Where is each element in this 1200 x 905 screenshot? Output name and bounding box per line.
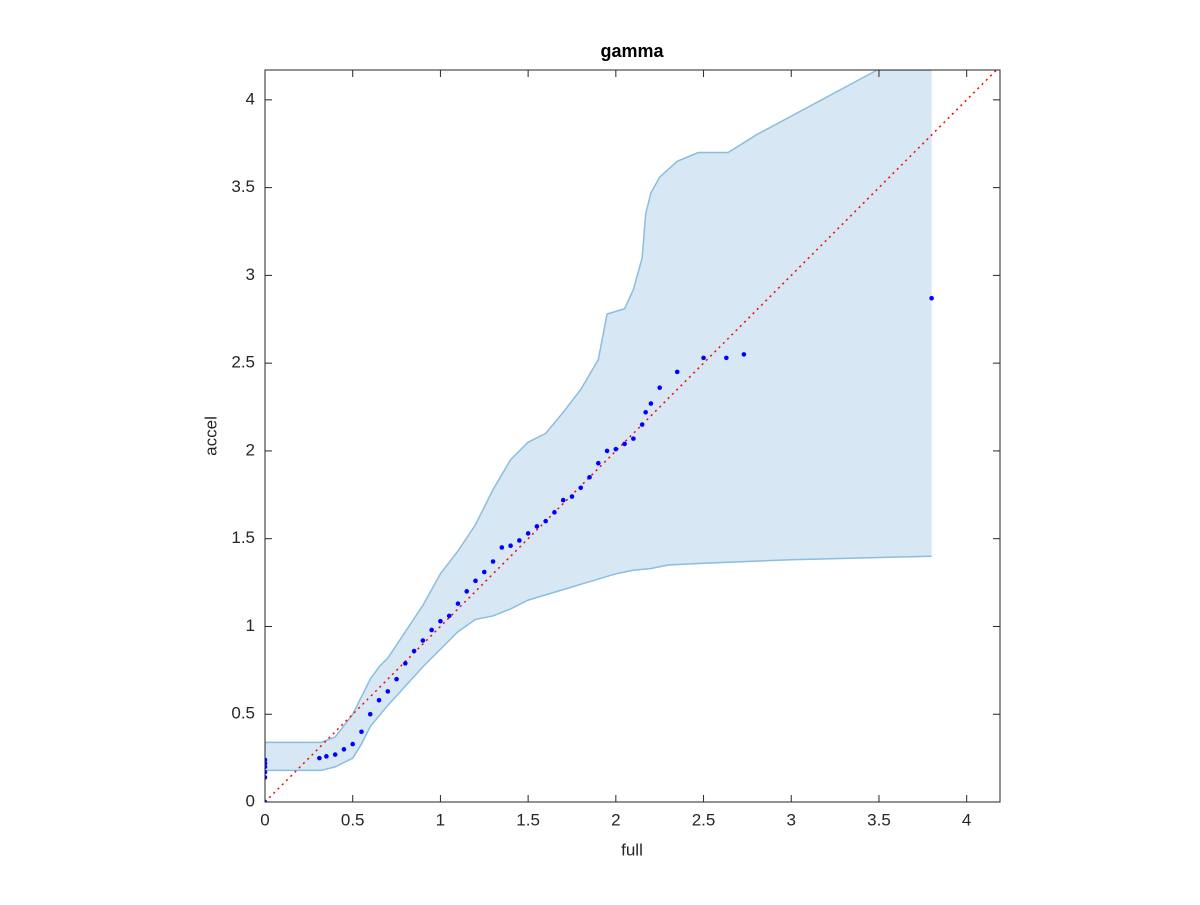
- y-tick-label: 2: [246, 440, 255, 459]
- point: [613, 446, 619, 452]
- y-axis-label: accel: [201, 416, 220, 456]
- x-tick-label: 4: [962, 810, 971, 829]
- point: [569, 494, 575, 499]
- confidence-band: [265, 70, 932, 771]
- y-tick-label: 3: [246, 265, 255, 284]
- point: [332, 752, 338, 757]
- y-tick-label: 1.5: [231, 528, 255, 547]
- point: [595, 460, 601, 466]
- y-tick-label: 0.5: [231, 704, 255, 723]
- point: [411, 648, 417, 654]
- point: [265, 799, 268, 802]
- point: [741, 352, 747, 357]
- band-edge: [265, 70, 932, 744]
- point: [265, 764, 268, 770]
- point: [604, 448, 610, 454]
- point: [643, 410, 648, 415]
- point: [464, 589, 470, 594]
- point: [446, 613, 452, 619]
- point: [543, 518, 548, 524]
- point: [648, 401, 654, 406]
- point: [394, 676, 399, 682]
- point: [385, 689, 391, 694]
- point: [490, 559, 496, 564]
- point: [265, 757, 268, 763]
- point: [350, 741, 356, 747]
- y-tick-label: 1: [246, 616, 255, 635]
- y-tick-label: 2.5: [231, 353, 255, 372]
- point: [265, 775, 268, 780]
- x-tick-label: 1: [436, 810, 445, 829]
- point: [508, 543, 513, 549]
- x-tick-label: 2.5: [692, 810, 716, 829]
- point: [473, 578, 478, 584]
- point: [701, 355, 706, 361]
- point: [622, 441, 627, 447]
- point: [265, 761, 268, 766]
- point: [499, 545, 505, 550]
- x-tick-label: 3: [787, 810, 796, 829]
- x-tick-label: 1.5: [516, 810, 540, 829]
- point: [578, 485, 584, 491]
- point: [455, 601, 461, 606]
- point: [367, 711, 373, 717]
- point: [376, 697, 382, 703]
- point: [929, 295, 934, 301]
- y-tick-label: 3.5: [231, 177, 255, 196]
- point: [420, 638, 426, 643]
- y-tick-label: 0: [246, 791, 255, 810]
- point: [359, 729, 364, 735]
- point: [631, 436, 636, 441]
- point: [657, 385, 662, 391]
- x-tick-label: 3.5: [867, 810, 891, 829]
- y-tick-label: 4: [246, 89, 255, 108]
- axes-box: [264, 69, 1001, 803]
- point: [403, 661, 408, 666]
- point: [552, 510, 557, 515]
- x-tick-label: 0: [260, 810, 269, 829]
- x-tick-label: 2: [611, 810, 620, 829]
- x-tick-label: 0.5: [341, 810, 365, 829]
- point: [324, 754, 329, 759]
- point: [517, 538, 522, 543]
- point: [429, 627, 434, 633]
- point: [481, 569, 487, 575]
- plot-area: [265, 70, 998, 802]
- point: [587, 474, 592, 480]
- band-edge: [265, 555, 932, 772]
- point: [438, 618, 443, 624]
- point: [639, 422, 645, 427]
- point: [341, 747, 347, 752]
- point: [525, 531, 531, 536]
- point: [534, 524, 540, 529]
- point: [724, 355, 729, 361]
- point: [560, 497, 566, 503]
- x-axis-label: full: [621, 840, 643, 859]
- point: [317, 755, 322, 761]
- chart-title: gamma: [600, 41, 664, 61]
- point: [265, 769, 268, 775]
- point: [674, 369, 680, 375]
